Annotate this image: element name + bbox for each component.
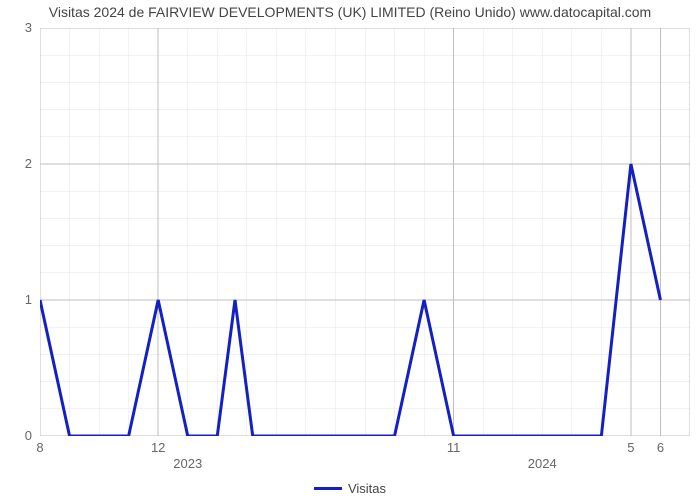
y-tick-label: 2 [0, 156, 32, 171]
y-tick-label: 3 [0, 20, 32, 35]
legend-label: Visitas [348, 481, 386, 496]
series-line [40, 164, 660, 436]
x-tick-label: 5 [627, 440, 634, 455]
x-tick-label: 11 [447, 440, 461, 455]
legend: Visitas [0, 480, 700, 496]
x-tick-label: 6 [657, 440, 664, 455]
legend-swatch [314, 487, 342, 490]
chart-title: Visitas 2024 de FAIRVIEW DEVELOPMENTS (U… [0, 4, 700, 20]
plot-area [40, 28, 690, 436]
y-tick-label: 1 [0, 292, 32, 307]
x-tick-label: 8 [36, 440, 43, 455]
x-group-label: 2024 [528, 456, 557, 471]
x-group-label: 2023 [173, 456, 202, 471]
x-tick-label: 12 [151, 440, 165, 455]
series-layer [40, 28, 690, 436]
y-tick-label: 0 [0, 428, 32, 443]
